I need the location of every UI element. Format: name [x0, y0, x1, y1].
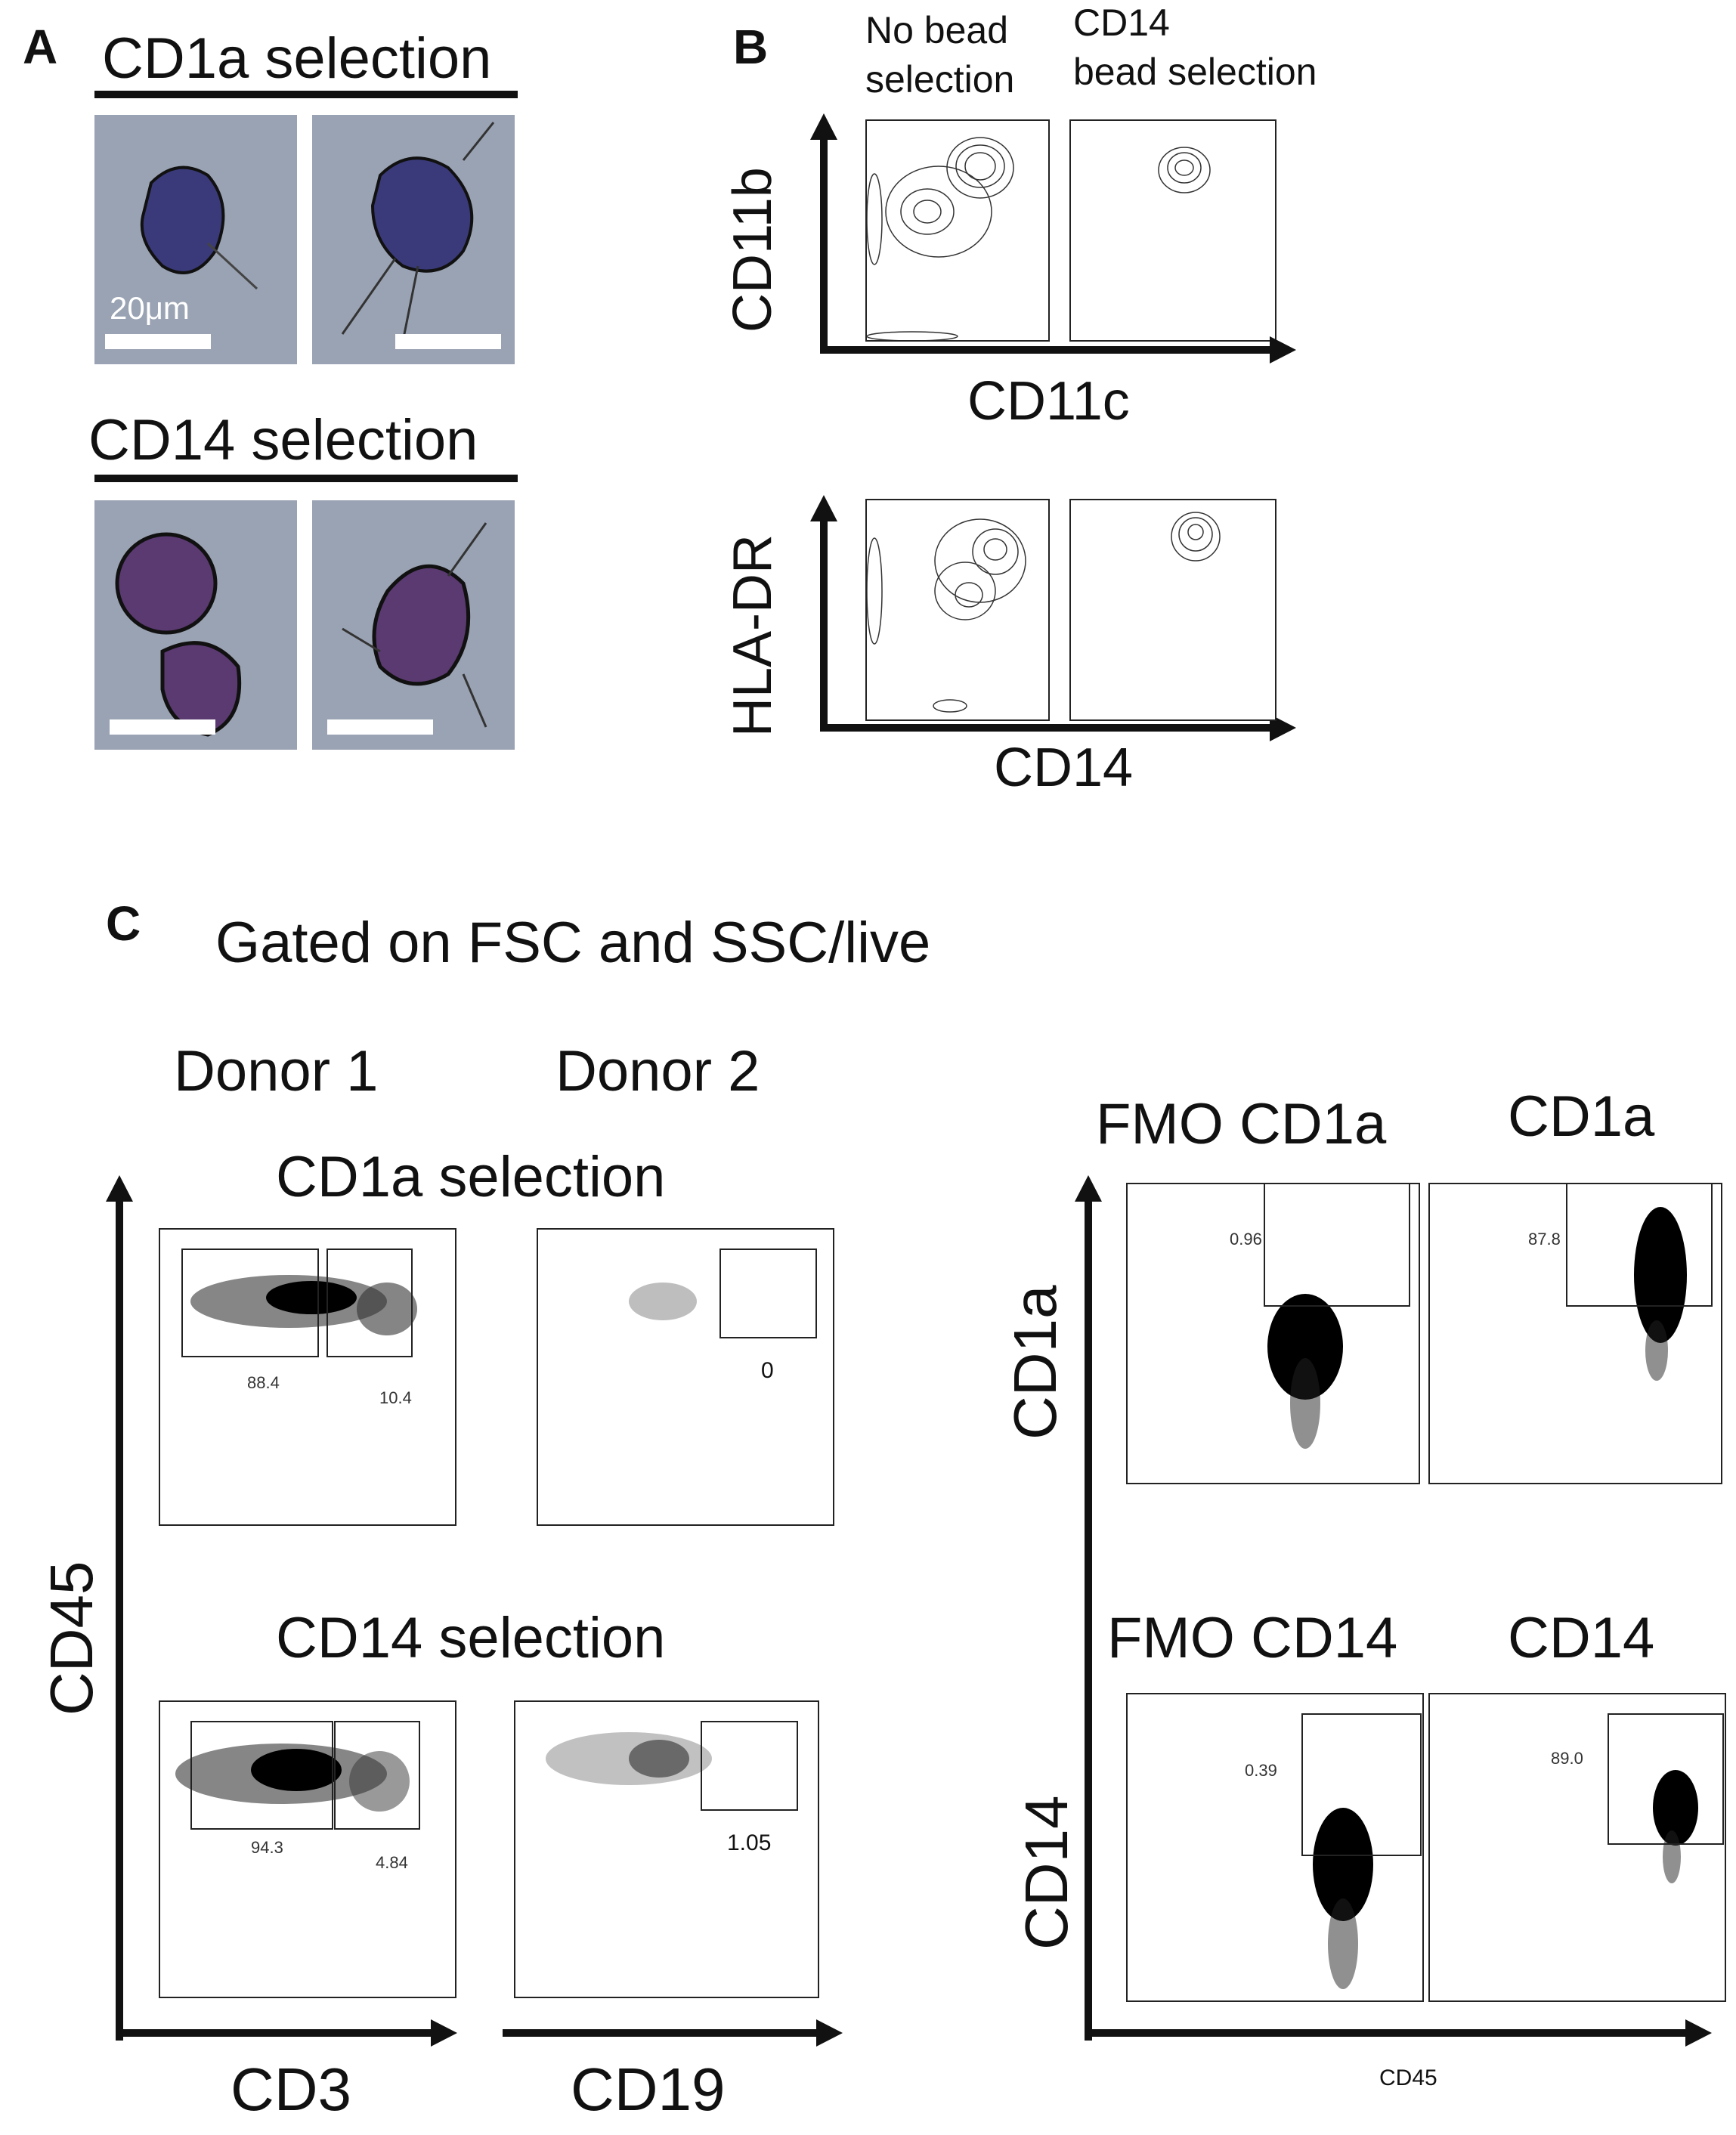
- col2-label-line2: bead selection: [1073, 51, 1317, 93]
- sel2-label: CD14 selection: [276, 1606, 666, 1670]
- gate-box: [326, 1249, 413, 1357]
- flow-plot-fmo-cd14: 0.39: [1126, 1693, 1424, 2002]
- y-axis-arrow: [820, 132, 828, 351]
- flow-plot-hladr-nobead: [865, 499, 1050, 721]
- micrograph-cd1a-2: [312, 115, 515, 364]
- x-axis-arrow: [820, 346, 1281, 354]
- scale-bar: [395, 334, 501, 349]
- x-axis-arrow: [820, 724, 1281, 732]
- micrograph-cd14-2: [312, 500, 515, 750]
- y-axis-arrow: [820, 514, 828, 729]
- c-left-x-label-2: CD19: [571, 2056, 726, 2123]
- gate-percentage: 88.4: [247, 1373, 280, 1392]
- scale-bar: [327, 719, 433, 735]
- y-axis-arrow: [116, 1190, 123, 2041]
- fmo-cd1a-label: FMO CD1a: [1096, 1092, 1387, 1156]
- x-axis-arrow: [1085, 2029, 1693, 2037]
- gate-box: [1608, 1713, 1724, 1845]
- b-row2-x-label: CD14: [994, 738, 1134, 798]
- gate-box: [190, 1721, 333, 1830]
- panel-a-top-title: CD1a selection: [102, 26, 492, 91]
- gate-percentage: 87.8: [1528, 1230, 1561, 1249]
- gate-percentage: 0: [761, 1358, 774, 1383]
- cd1a-label: CD1a: [1508, 1085, 1655, 1149]
- scale-label: 20μm: [110, 290, 190, 326]
- gate-percentage: 10.4: [379, 1388, 412, 1407]
- panel-a-bottom-title: CD14 selection: [88, 408, 478, 472]
- donor1-label: Donor 1: [174, 1039, 379, 1103]
- y-axis-arrow: [1085, 1190, 1092, 2041]
- gate-percentage: 4.84: [376, 1853, 408, 1872]
- panel-c-letter: C: [106, 896, 141, 951]
- col1-label-line1: No bead: [865, 9, 1009, 51]
- b-row1-x-label: CD11c: [967, 371, 1130, 432]
- flow-plot-cd3-cd1a-d1: 88.4 10.4: [159, 1228, 456, 1526]
- scale-bar: [110, 719, 215, 735]
- c-left-y-label: CD45: [38, 1561, 105, 1716]
- flow-plot-cd3-cd14-d1: 94.3 4.84: [159, 1700, 456, 1998]
- scale-bar: [105, 334, 211, 349]
- fmo-cd14-label: FMO CD14: [1107, 1606, 1398, 1670]
- x-axis-arrow: [116, 2029, 441, 2037]
- panel-a-letter: A: [23, 20, 58, 74]
- flow-plot-cd1a: 87.8: [1428, 1183, 1722, 1484]
- col1-label-line2: selection: [865, 58, 1015, 101]
- gate-box: [1566, 1183, 1713, 1307]
- gate-box: [1264, 1183, 1410, 1307]
- flow-plot-cd11b-cd14bead: [1069, 119, 1276, 342]
- b-row1-y-label: CD11b: [723, 167, 783, 333]
- gate-box: [701, 1721, 798, 1811]
- gate-percentage: 0.96: [1230, 1230, 1262, 1249]
- gate-percentage: 1.05: [727, 1830, 772, 1855]
- flow-plot-cd11b-nobead: [865, 119, 1050, 342]
- flow-plot-cd14: 89.0: [1428, 1693, 1726, 2002]
- flow-plot-hladr-cd14bead: [1069, 499, 1276, 721]
- micrograph-cd1a-1: 20μm: [94, 115, 297, 364]
- gate-percentage: 0.39: [1245, 1761, 1277, 1780]
- b-row2-y-label: HLA-DR: [723, 534, 783, 737]
- gate-box: [719, 1249, 817, 1338]
- gate-box: [334, 1721, 420, 1830]
- sel1-label: CD1a selection: [276, 1145, 666, 1209]
- cd14-label: CD14: [1508, 1606, 1655, 1670]
- gate-percentage: 94.3: [251, 1838, 283, 1857]
- flow-plot-cd19-cd14-d2: 1.05: [514, 1700, 819, 1998]
- c-right-y-label-1: CD1a: [1001, 1285, 1069, 1440]
- gate-percentage: 89.0: [1551, 1749, 1583, 1768]
- flow-plot-cd19-cd1a-d2: 0: [537, 1228, 834, 1526]
- donor2-label: Donor 2: [555, 1039, 760, 1103]
- c-left-x-label-1: CD3: [231, 2056, 352, 2123]
- c-right-y-label-2: CD14: [1013, 1795, 1080, 1950]
- gate-box: [1301, 1713, 1422, 1856]
- panel-b-letter: B: [733, 20, 769, 74]
- flow-plot-fmo-cd1a: 0.96: [1126, 1183, 1420, 1484]
- title-underline: [94, 475, 518, 482]
- x-axis-arrow: [503, 2029, 828, 2037]
- title-underline: [94, 91, 518, 98]
- gate-box: [181, 1249, 319, 1357]
- c-right-x-label: CD45: [1379, 2065, 1437, 2090]
- col2-label-line1: CD14: [1073, 2, 1170, 44]
- gating-label: Gated on FSC and SSC/live: [215, 911, 931, 975]
- micrograph-cd14-1: [94, 500, 297, 750]
